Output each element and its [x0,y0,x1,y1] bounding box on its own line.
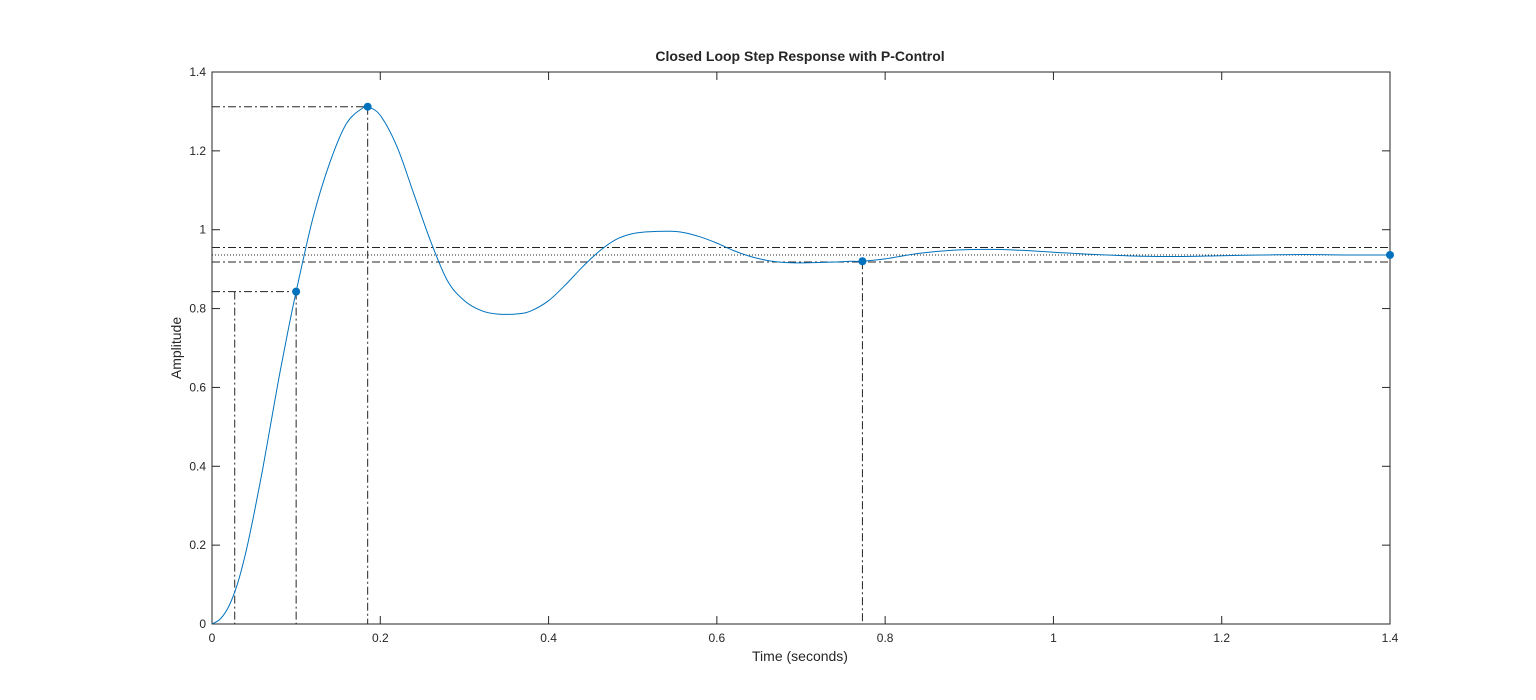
y-axis-label: Amplitude [168,317,184,379]
y-tick-label: 1.4 [189,65,206,79]
settling-time-point [858,257,867,266]
y-tick-label: 0.8 [189,302,206,316]
chart-title: Closed Loop Step Response with P-Control [655,48,944,64]
x-tick-label: 1.2 [1213,631,1230,645]
x-tick-label: 1.4 [1382,631,1399,645]
peak-point [363,102,372,111]
x-tick-label: 0.8 [877,631,894,645]
x-tick-label: 0 [209,631,216,645]
plot-area [211,71,1391,625]
response-characteristic-lines [212,106,1390,624]
rise-time-point [292,287,301,296]
steady-state-point [1386,250,1394,259]
x-axis-label: Time (seconds) [752,648,848,664]
x-tick-label: 0.2 [372,631,389,645]
y-tick-label: 1.2 [189,144,206,158]
y-tick-label: 1 [199,223,206,237]
x-tick-label: 0.6 [709,631,726,645]
y-tick-label: 0 [199,617,206,631]
x-tick-label: 1 [1050,631,1057,645]
y-tick-label: 0.4 [189,459,206,473]
x-tick-label: 0.4 [540,631,557,645]
y-tick-label: 0.2 [189,538,206,552]
axis-ticks: 0 0.2 0.4 0.6 0.8 1 1.2 1.4 0 0.2 0.4 0.6 0.8 1 1.2 1.4 [189,65,1398,645]
characteristic-points [292,102,1394,296]
y-tick-label: 0.6 [189,380,206,394]
